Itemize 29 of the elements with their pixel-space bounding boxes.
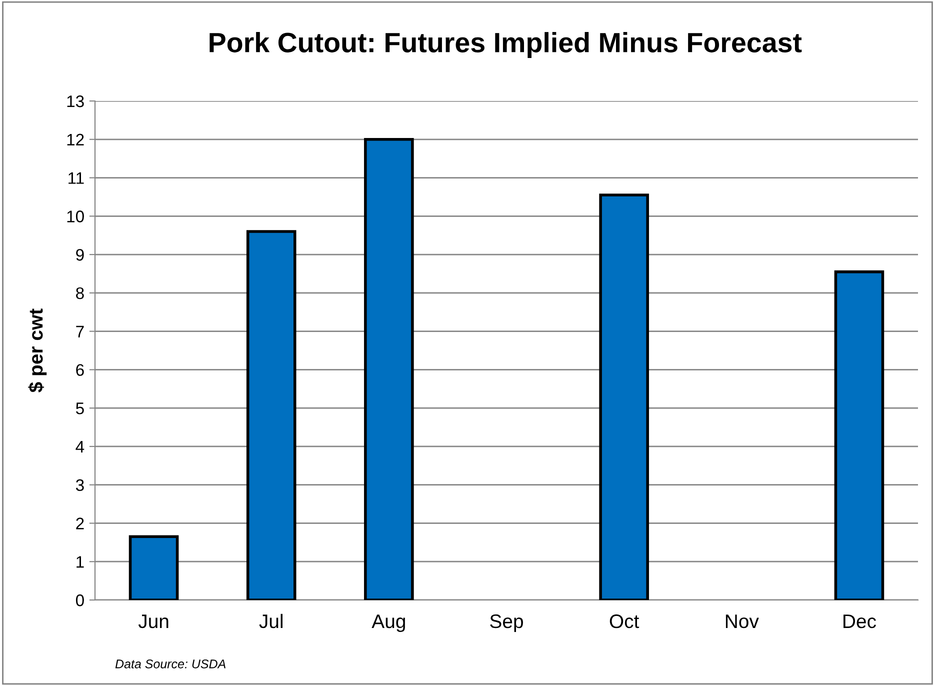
y-axis-title: $ per cwt xyxy=(28,308,47,392)
bar xyxy=(246,230,296,600)
x-tick-label: Oct xyxy=(610,614,640,628)
y-tick-label: 10 xyxy=(67,210,84,222)
x-tick-label: Jun xyxy=(138,614,168,628)
y-tick-label: 13 xyxy=(67,95,84,108)
bar xyxy=(128,535,179,600)
y-tick-label: 6 xyxy=(76,364,84,376)
y-tick-label: 9 xyxy=(76,248,84,261)
bar xyxy=(834,270,884,600)
y-tick-label: 2 xyxy=(76,518,84,530)
y-tick-label: 4 xyxy=(76,441,84,452)
x-tick-label: Dec xyxy=(844,614,876,628)
y-tick-label: 1 xyxy=(76,556,84,568)
x-tick-label: Aug xyxy=(372,614,405,632)
source-note: Data Source: USDA xyxy=(115,660,226,668)
y-tick-label: 8 xyxy=(76,287,84,300)
y-tick-label: 11 xyxy=(68,172,84,184)
x-tick-label: Nov xyxy=(726,614,759,628)
bar xyxy=(599,194,649,600)
y-tick-label: 3 xyxy=(76,479,84,492)
y-tick-label: 5 xyxy=(76,402,84,414)
y-tick-label: 7 xyxy=(76,326,84,338)
x-tick-label: Jul xyxy=(259,614,282,628)
x-tick-label: Sep xyxy=(490,614,523,632)
y-tick-label: 0 xyxy=(76,594,84,606)
bar xyxy=(364,138,414,600)
chart-title: Pork Cutout: Futures Implied Minus Forecast xyxy=(210,32,802,58)
y-tick-label: 12 xyxy=(67,134,84,146)
